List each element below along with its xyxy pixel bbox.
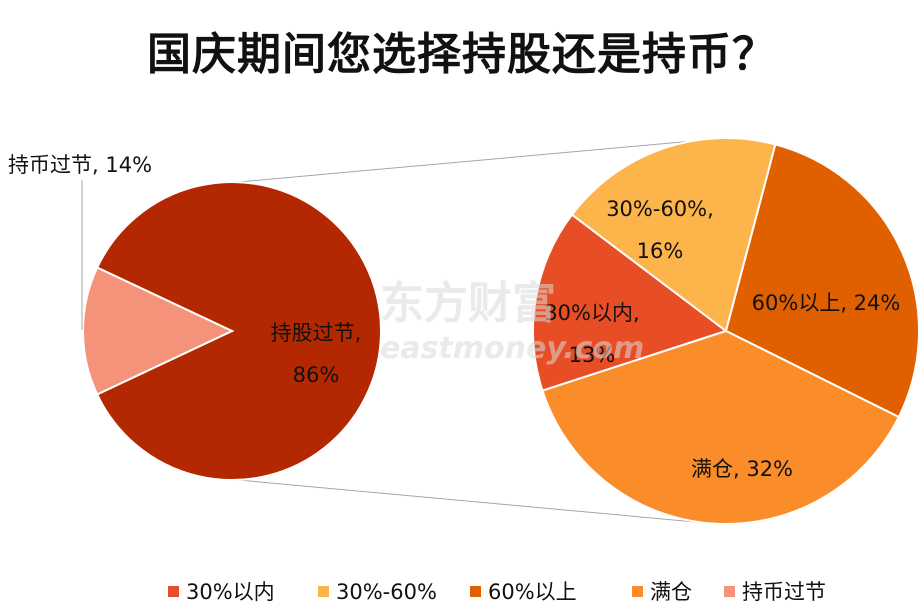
data-label-breakdown-1-value: 16% <box>637 239 684 263</box>
data-label-breakdown-1: 30%-60%, <box>606 197 714 221</box>
breakdown-pie-slice-1 <box>570 137 777 333</box>
watermark-brand: 东方财富 <box>380 278 556 329</box>
data-label-breakdown-0-value: 13% <box>569 343 616 367</box>
data-labels: 持股过节, 86% 持币过节, 14% 30%以内, 13% 30%-60%, 16% 60%… <box>8 153 900 481</box>
breakdown-pie-slice-2 <box>724 143 920 419</box>
main-pie <box>82 181 382 481</box>
connector-lines <box>237 137 727 524</box>
data-label-breakdown-0: 30%以内, <box>544 301 639 325</box>
connector-line-bottom <box>237 479 710 524</box>
data-label-main-1: 持币过节, 14% <box>8 153 152 177</box>
main-pie-slice-0 <box>95 181 382 481</box>
legend-swatch-4 <box>724 586 735 597</box>
legend: 30%以内 30%-60% 60%以上 满仓 持币过节 <box>168 580 826 604</box>
legend-swatch-3 <box>632 586 643 597</box>
legend-label-1: 30%-60% <box>336 580 437 604</box>
connector-line-top <box>237 137 727 183</box>
legend-swatch-1 <box>318 586 329 597</box>
legend-label-0: 30%以内 <box>186 580 275 604</box>
chart-title: 国庆期间您选择持股还是持币？ <box>147 29 777 80</box>
breakdown-pie <box>532 137 920 525</box>
data-label-breakdown-3: 满仓, 32% <box>691 457 793 481</box>
legend-swatch-2 <box>470 586 481 597</box>
breakdown-pie-slice-3 <box>541 329 901 525</box>
data-label-main-0: 持股过节, <box>271 321 362 345</box>
watermark-site: eastmoney.com <box>380 331 644 366</box>
data-label-breakdown-2: 60%以上, 24% <box>752 291 901 315</box>
legend-label-2: 60%以上 <box>488 580 577 604</box>
watermark: 东方财富 eastmoney.com <box>380 278 644 366</box>
legend-swatch-0 <box>168 586 179 597</box>
main-pie-slice-1 <box>82 266 235 396</box>
legend-label-3: 满仓 <box>650 580 692 604</box>
legend-label-4: 持币过节 <box>742 580 826 604</box>
data-label-main-0-value: 86% <box>293 363 340 387</box>
